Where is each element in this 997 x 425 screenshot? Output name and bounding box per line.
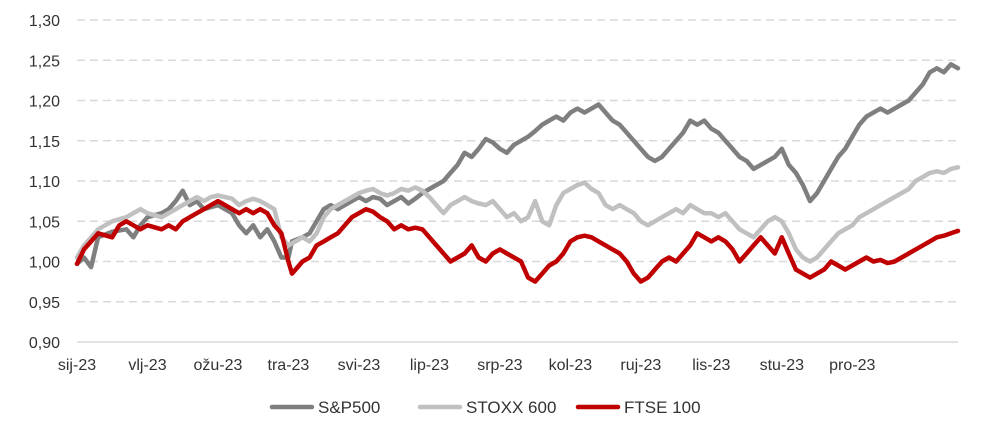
x-tick-label: kol-23 <box>549 357 593 374</box>
y-tick-label: 1,20 <box>29 94 60 111</box>
x-tick-label: ruj-23 <box>620 357 661 374</box>
legend-label: STOXX 600 <box>466 398 556 417</box>
y-tick-label: 1,00 <box>29 255 60 272</box>
y-tick-label: 1,30 <box>29 13 60 30</box>
legend: S&P500 STOXX 600 FTSE 100 <box>269 398 701 417</box>
y-tick-label: 0,90 <box>29 335 60 352</box>
x-tick-label: lis-23 <box>692 357 730 374</box>
x-tick-label: lip-23 <box>410 357 449 374</box>
y-tick-labels: 0,90 0,95 1,00 1,05 1,10 1,15 1,20 1,25 1,30 <box>29 13 60 352</box>
y-tick-label: 1,05 <box>29 214 60 231</box>
y-tick-label: 1,10 <box>29 174 60 191</box>
x-tick-labels: sij-23 vlj-23 ožu-23 tra-23 svi-23 lip-23 srp-… <box>58 357 876 374</box>
x-tick-label: ožu-23 <box>193 357 242 374</box>
legend-label: S&P500 <box>318 398 380 417</box>
series-lines <box>74 62 961 284</box>
x-tick-label: vlj-23 <box>128 357 166 374</box>
y-tick-label: 1,15 <box>29 134 60 151</box>
x-tick-label: tra-23 <box>268 357 310 374</box>
series-line-stoxx-600 <box>74 165 961 264</box>
y-tick-label: 0,95 <box>29 295 60 312</box>
series-line-s-p500 <box>74 62 961 270</box>
x-tick-label: sij-23 <box>58 357 96 374</box>
series-line-ftse-100 <box>74 198 961 284</box>
x-tick-label: svi-23 <box>338 357 381 374</box>
x-tick-label: pro-23 <box>829 357 875 374</box>
legend-label: FTSE 100 <box>624 398 701 417</box>
x-tick-label: srp-23 <box>477 357 522 374</box>
y-tick-label: 1,25 <box>29 53 60 70</box>
x-tick-label: stu-23 <box>760 357 805 374</box>
